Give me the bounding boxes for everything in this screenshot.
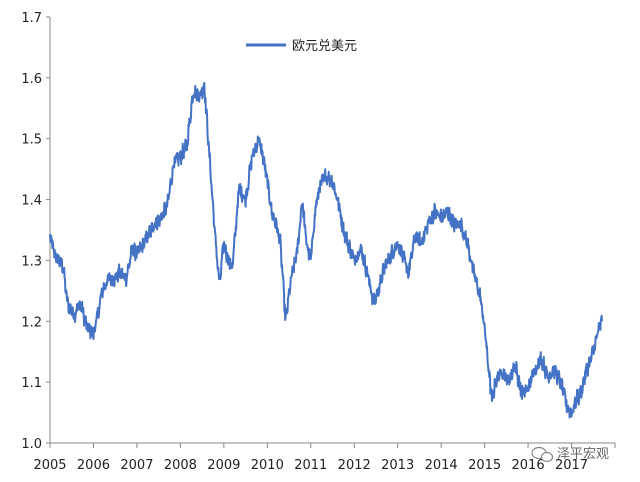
x-tick-label: 2008 [164,458,197,473]
y-tick-label: 1.2 [21,315,42,330]
series-line-eurusd [49,82,603,419]
watermark-text: 泽平宏观 [557,447,609,462]
y-tick-label: 1.0 [21,437,42,452]
x-tick-label: 2011 [294,458,327,473]
y-tick-label: 1.3 [21,254,42,269]
series-layer [49,82,603,419]
watermark: 泽平宏观 [531,446,609,463]
y-tick-label: 1.6 [21,72,42,87]
legend: 欧元兑美元 [246,39,357,54]
x-tick-label: 2010 [251,458,284,473]
y-tick-label: 1.5 [21,133,42,148]
axes [49,17,615,444]
x-tick-label: 2016 [512,458,545,473]
x-tick-label: 2009 [207,458,240,473]
x-axis-ticks: 2005 2006 2007 2008 2009 2010 2011 2012 2013 2014… [33,443,616,473]
x-tick-label: 2012 [338,458,371,473]
x-tick-label: 2013 [381,458,414,473]
x-tick-label: 2014 [425,458,458,473]
x-tick-label: 2017 [555,458,588,473]
x-tick-label: 2015 [468,458,501,473]
x-tick-label: 2005 [33,458,66,473]
y-axis-ticks: 1.0 1.1 1.2 1.3 1.4 1.5 1.6 1.7 [21,11,50,452]
y-tick-label: 1.7 [21,11,42,26]
x-tick-label: 2006 [77,458,110,473]
y-tick-label: 1.4 [21,194,42,209]
y-tick-label: 1.1 [21,376,42,391]
wechat-icon [531,446,554,463]
x-tick-label: 2007 [120,458,153,473]
legend-label: 欧元兑美元 [292,39,357,54]
